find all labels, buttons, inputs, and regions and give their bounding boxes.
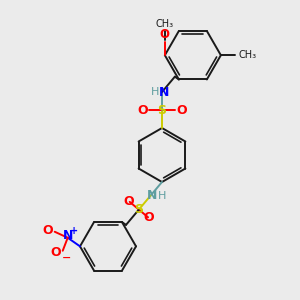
- Text: O: O: [143, 212, 154, 224]
- Text: O: O: [42, 224, 53, 237]
- Text: O: O: [50, 246, 61, 259]
- Text: H: H: [158, 191, 166, 201]
- Text: +: +: [70, 226, 78, 236]
- Text: S: S: [158, 103, 166, 116]
- Text: H: H: [151, 87, 159, 97]
- Text: CH₃: CH₃: [239, 50, 257, 60]
- Text: O: O: [137, 103, 148, 116]
- Text: O: O: [124, 195, 134, 208]
- Text: −: −: [62, 253, 71, 263]
- Text: O: O: [160, 28, 170, 41]
- Text: CH₃: CH₃: [156, 19, 174, 29]
- Text: O: O: [176, 103, 187, 116]
- Text: N: N: [159, 85, 169, 98]
- Text: S: S: [134, 203, 143, 216]
- Text: N: N: [62, 229, 73, 242]
- Text: N: N: [147, 189, 158, 202]
